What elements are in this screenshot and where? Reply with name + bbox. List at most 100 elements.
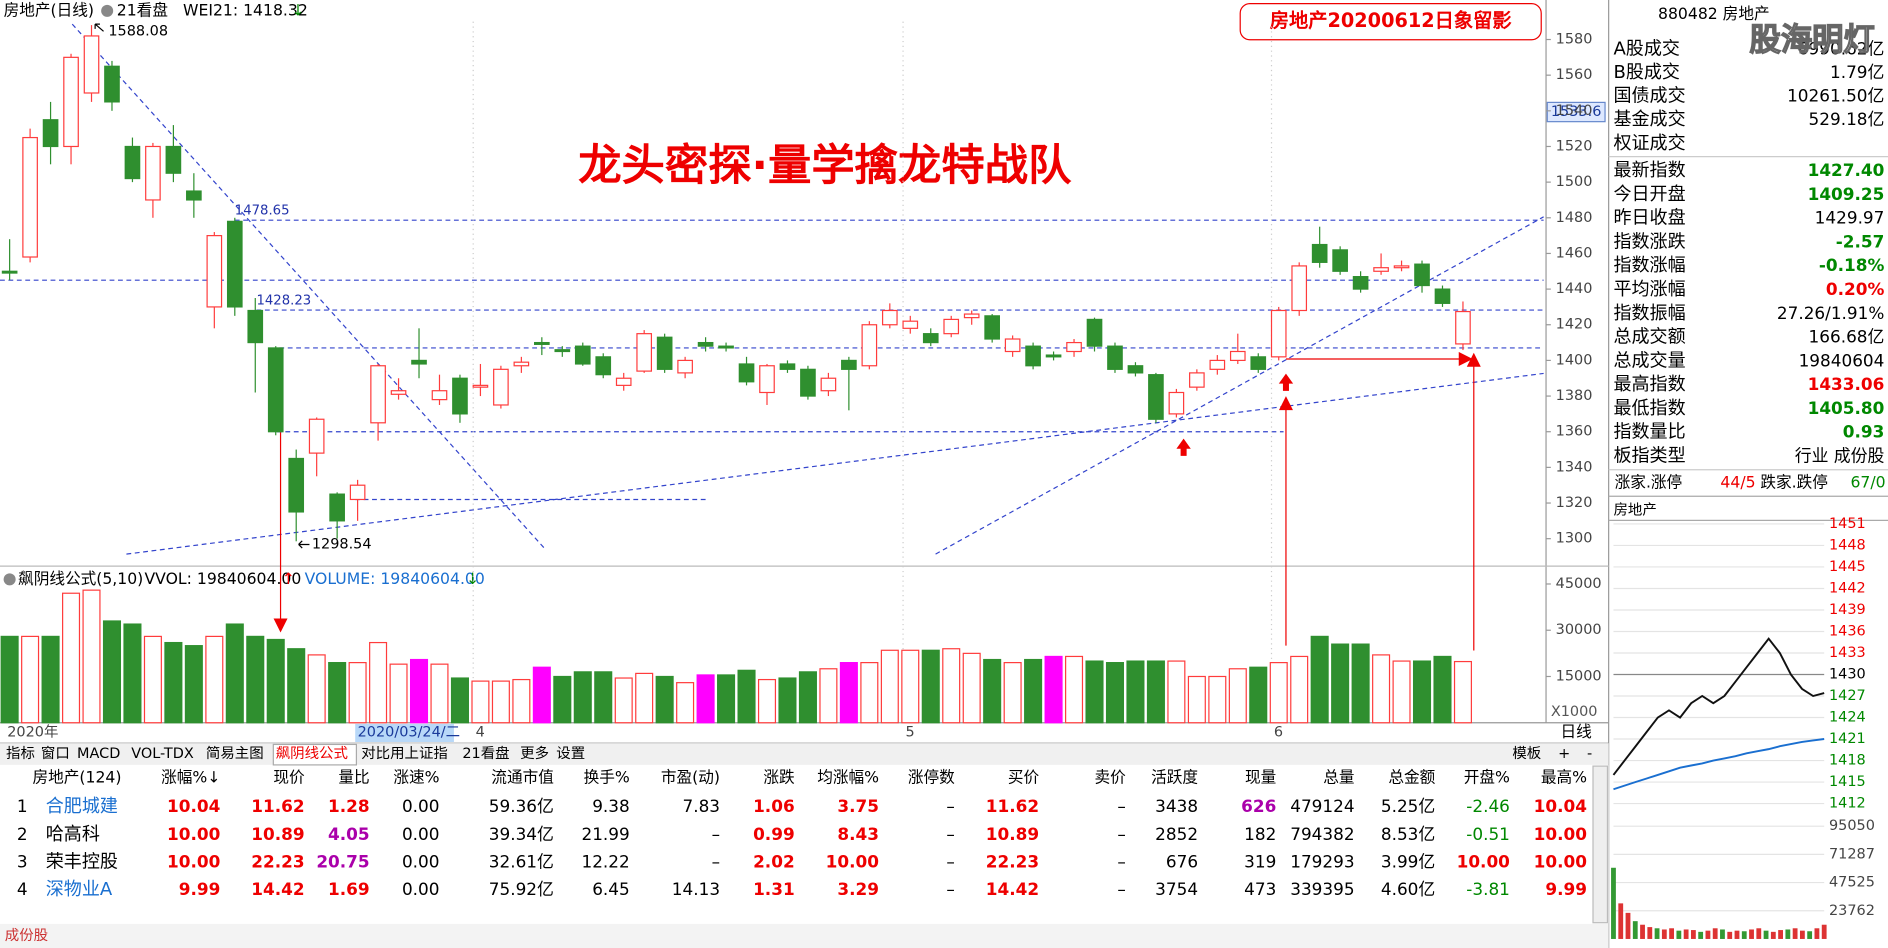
icon bbox=[3, 573, 16, 586]
stat-value: 1429.97 bbox=[1815, 208, 1885, 228]
volume-bar bbox=[573, 671, 592, 724]
intraday-volume bbox=[1632, 921, 1638, 939]
vvol: VVOL: 19840604.00 bbox=[144, 569, 301, 588]
volume-bar bbox=[532, 666, 551, 724]
tab[interactable]: 模板 bbox=[1512, 744, 1541, 762]
cursor-price: 1533.6 bbox=[1551, 104, 1602, 120]
candle-body bbox=[1045, 354, 1062, 358]
candle-body bbox=[1270, 309, 1287, 358]
volume-bar bbox=[307, 654, 326, 724]
tab[interactable]: 对比用上证指 bbox=[361, 745, 448, 762]
tab[interactable]: + bbox=[1558, 746, 1570, 762]
table-cell: 9.38 bbox=[592, 796, 630, 816]
tab[interactable]: VOL-TDX bbox=[131, 746, 194, 762]
intraday-volume bbox=[1625, 912, 1631, 939]
table-cell: 1.31 bbox=[753, 879, 795, 899]
candle-body bbox=[145, 145, 161, 201]
table-header: 活跃度 bbox=[1151, 768, 1198, 787]
volume-bar bbox=[860, 662, 879, 724]
table-header: 涨跌 bbox=[763, 768, 795, 787]
intraday-volume bbox=[1640, 924, 1645, 939]
volume-bar bbox=[491, 680, 510, 724]
stat-label: B股成交 bbox=[1613, 62, 1680, 83]
volume-bar bbox=[1065, 655, 1084, 724]
candle-body bbox=[370, 365, 386, 424]
candle-body bbox=[288, 457, 305, 513]
table-cell: 14.42 bbox=[986, 879, 1039, 899]
tab[interactable]: 窗口 bbox=[41, 744, 70, 762]
stock-name[interactable]: 哈高科 bbox=[46, 824, 100, 845]
table-cell: 10.00 bbox=[826, 851, 879, 871]
stat-label: 指数量比 bbox=[1613, 422, 1685, 443]
candle-body bbox=[1066, 341, 1082, 353]
volume-bar bbox=[696, 674, 715, 724]
stamp-box bbox=[1239, 3, 1542, 41]
y-tick-label: 1520 bbox=[1556, 138, 1593, 154]
stat-value: 1433.06 bbox=[1808, 374, 1885, 394]
volume-bar bbox=[430, 663, 449, 724]
candle-body bbox=[1189, 372, 1205, 388]
volume-bar bbox=[1412, 660, 1432, 724]
tab[interactable]: 简易主图 bbox=[206, 745, 264, 762]
y-tick-label: 1430 bbox=[1829, 667, 1866, 683]
y-tick-label: 1460 bbox=[1556, 245, 1593, 261]
volume-bar bbox=[1392, 660, 1411, 724]
y-tick-label: 1500 bbox=[1556, 174, 1593, 190]
volume-bar bbox=[143, 635, 162, 724]
stat-value: -0.18% bbox=[1819, 255, 1885, 275]
volume-bar bbox=[1208, 675, 1227, 724]
volume-bar bbox=[676, 682, 695, 724]
volume-bar bbox=[921, 649, 940, 724]
candle-body bbox=[1373, 267, 1389, 272]
y-tick-label: 1427 bbox=[1829, 688, 1866, 704]
scrollbar[interactable] bbox=[1592, 765, 1609, 924]
tab[interactable]: 21看盘 bbox=[462, 744, 509, 762]
high-arrow bbox=[94, 23, 104, 32]
volume-bar bbox=[1249, 666, 1268, 724]
y-tick-label: 1400 bbox=[1556, 352, 1593, 368]
intraday-volume bbox=[1821, 924, 1827, 939]
stock-name[interactable]: 深物业A bbox=[46, 879, 113, 900]
tab[interactable]: - bbox=[1587, 746, 1592, 762]
tab[interactable]: 飙阴线公式 bbox=[276, 745, 348, 762]
tab[interactable]: 更多 bbox=[520, 745, 549, 762]
volume-bar bbox=[1331, 643, 1350, 724]
table-cell: 21.99 bbox=[581, 824, 629, 844]
volume-bar bbox=[1433, 655, 1452, 724]
stock-name[interactable]: 荣丰控股 bbox=[46, 851, 118, 872]
volume-bar bbox=[1372, 654, 1391, 724]
table-header: 总金额 bbox=[1388, 768, 1435, 787]
bottom-tab[interactable]: 成份股 bbox=[5, 927, 48, 944]
volume-bar bbox=[1085, 660, 1104, 724]
tab[interactable]: 设置 bbox=[556, 745, 585, 762]
tab[interactable]: MACD bbox=[77, 746, 120, 762]
table-header: 均涨幅% bbox=[817, 768, 879, 787]
breadth-down-label: 跌家.跌停 bbox=[1760, 473, 1828, 492]
stat-label: 最新指数 bbox=[1613, 160, 1685, 181]
table-cell: 11.62 bbox=[251, 796, 304, 816]
intraday-volume bbox=[1792, 928, 1798, 939]
stat-label: 昨日收盘 bbox=[1613, 208, 1685, 229]
volume-bar bbox=[1269, 662, 1288, 724]
table-cell: -3.81 bbox=[1466, 879, 1510, 899]
candle-body bbox=[718, 345, 734, 349]
candle-body bbox=[779, 363, 796, 370]
candle-body bbox=[554, 349, 571, 353]
table-header: 涨停数 bbox=[908, 768, 955, 787]
tab[interactable]: 指标 bbox=[6, 745, 35, 762]
table-cell: 1.28 bbox=[328, 796, 370, 816]
table-cell: 1.06 bbox=[753, 796, 795, 816]
stat-label: 基金成交 bbox=[1613, 109, 1685, 130]
candle-body bbox=[1086, 318, 1103, 347]
table-cell: – bbox=[1117, 796, 1125, 816]
volume-bar bbox=[1044, 655, 1063, 724]
candle-body bbox=[534, 341, 550, 345]
table-cell: 8.53亿 bbox=[1381, 824, 1435, 844]
volume-bar bbox=[655, 675, 674, 724]
stock-name[interactable]: 合肥城建 bbox=[46, 796, 118, 817]
table-cell: 14.42 bbox=[251, 879, 304, 899]
intraday-volume bbox=[1654, 928, 1660, 939]
candle-body bbox=[42, 119, 59, 148]
candle-body bbox=[308, 418, 325, 454]
